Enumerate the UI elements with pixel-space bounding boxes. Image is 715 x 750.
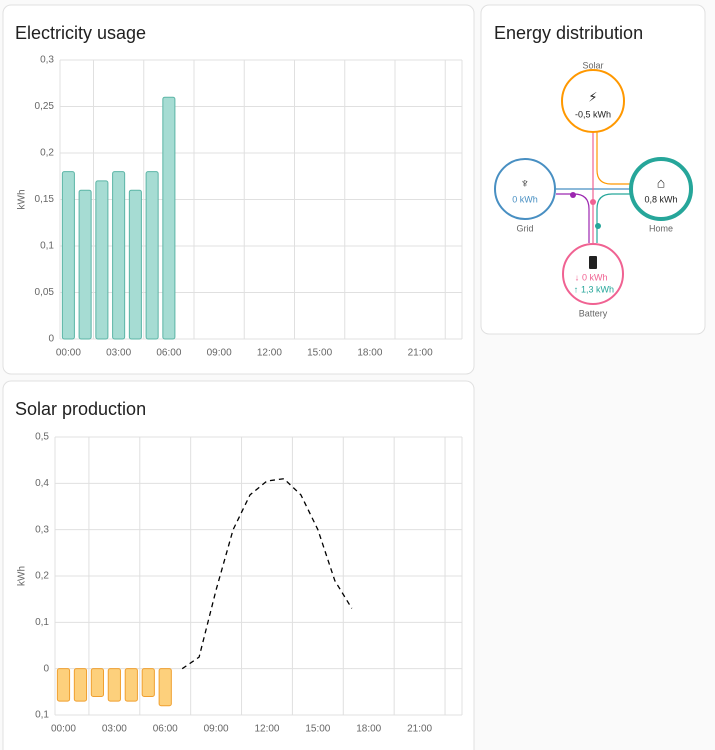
y-tick-label: 0,15 <box>35 194 55 205</box>
y-tick-label: 0,1 <box>40 241 54 252</box>
grid-icon: ♆ <box>520 175 530 190</box>
y-tick-label: 0 <box>48 334 54 345</box>
x-tick-label: 12:00 <box>257 348 282 359</box>
y-tick-label: 0,4 <box>35 478 49 489</box>
node-value: 0 kWh <box>582 272 608 282</box>
node-label: Battery <box>579 308 608 318</box>
home-node <box>629 157 693 221</box>
x-tick-label: 12:00 <box>254 724 279 735</box>
y-tick-label: 0,5 <box>35 432 49 443</box>
node-label: Home <box>649 223 673 233</box>
bar <box>90 668 105 697</box>
flow-dot <box>595 223 601 229</box>
flow-dot <box>590 199 596 205</box>
bar <box>95 180 109 340</box>
x-tick-label: 15:00 <box>307 348 332 359</box>
node-value: 0 kWh <box>512 194 538 204</box>
y-tick-label: 0 <box>43 663 49 674</box>
bar <box>56 668 71 702</box>
bar <box>158 668 172 707</box>
x-tick-label: 21:00 <box>408 348 433 359</box>
bar <box>141 668 155 697</box>
bar <box>112 171 126 340</box>
y-tick-label: 0,25 <box>35 101 55 112</box>
node-value: 1,3 kWh <box>581 284 614 294</box>
x-tick-label: 00:00 <box>56 348 81 359</box>
x-tick-label: 09:00 <box>204 724 229 735</box>
card-title: Energy distribution <box>494 23 643 43</box>
x-tick-label: 06:00 <box>156 348 181 359</box>
x-tick-label: 18:00 <box>356 724 381 735</box>
y-tick-label: 0,1 <box>35 617 49 628</box>
arrow-icon: ↑ <box>574 284 579 294</box>
chart-title: Solar production <box>15 399 146 419</box>
y-tick-label: 0,2 <box>40 148 54 159</box>
solar-icon: ⚡ <box>588 89 597 104</box>
bar <box>128 189 142 340</box>
bar <box>78 189 92 340</box>
battery-node <box>562 243 624 305</box>
node-label: Grid <box>516 223 533 233</box>
bar <box>162 96 176 340</box>
bar <box>61 171 75 340</box>
flow <box>596 131 630 185</box>
grid-node <box>494 158 556 220</box>
energy-diagram: Energy distribution Solar ⚡ -0,5 kWh ♆ 0… <box>494 23 693 318</box>
x-tick-label: 09:00 <box>207 348 232 359</box>
bar <box>145 171 159 340</box>
x-tick-label: 21:00 <box>407 724 432 735</box>
solar-node <box>561 69 625 133</box>
bar <box>107 668 121 702</box>
x-tick-label: 06:00 <box>153 724 178 735</box>
y-tick-label: 0,3 <box>35 524 49 535</box>
y-tick-label: 0,1 <box>35 710 49 721</box>
forecast-line <box>181 478 353 670</box>
bar <box>124 668 138 702</box>
chart-title: Electricity usage <box>15 23 146 43</box>
node-value: -0,5 kWh <box>575 109 611 119</box>
bar <box>73 668 88 702</box>
arrow-icon: ↓ <box>575 272 580 282</box>
x-tick-label: 03:00 <box>106 348 131 359</box>
home-icon: ⌂ <box>657 175 665 191</box>
y-tick-label: 0,05 <box>35 287 55 298</box>
y-axis-label: kWh <box>17 566 28 586</box>
node-value: 0,8 kWh <box>644 194 677 204</box>
x-tick-label: 00:00 <box>51 724 76 735</box>
battery-icon <box>589 256 597 269</box>
x-tick-label: 18:00 <box>357 348 382 359</box>
flow <box>596 193 630 243</box>
node-label: Solar <box>582 60 603 70</box>
card <box>2 380 475 750</box>
x-tick-label: 15:00 <box>305 724 330 735</box>
y-tick-label: 0,3 <box>40 55 54 66</box>
x-tick-label: 03:00 <box>102 724 127 735</box>
y-axis-label: kWh <box>17 190 28 210</box>
flow-dot <box>570 192 576 198</box>
y-tick-label: 0,2 <box>35 571 49 582</box>
